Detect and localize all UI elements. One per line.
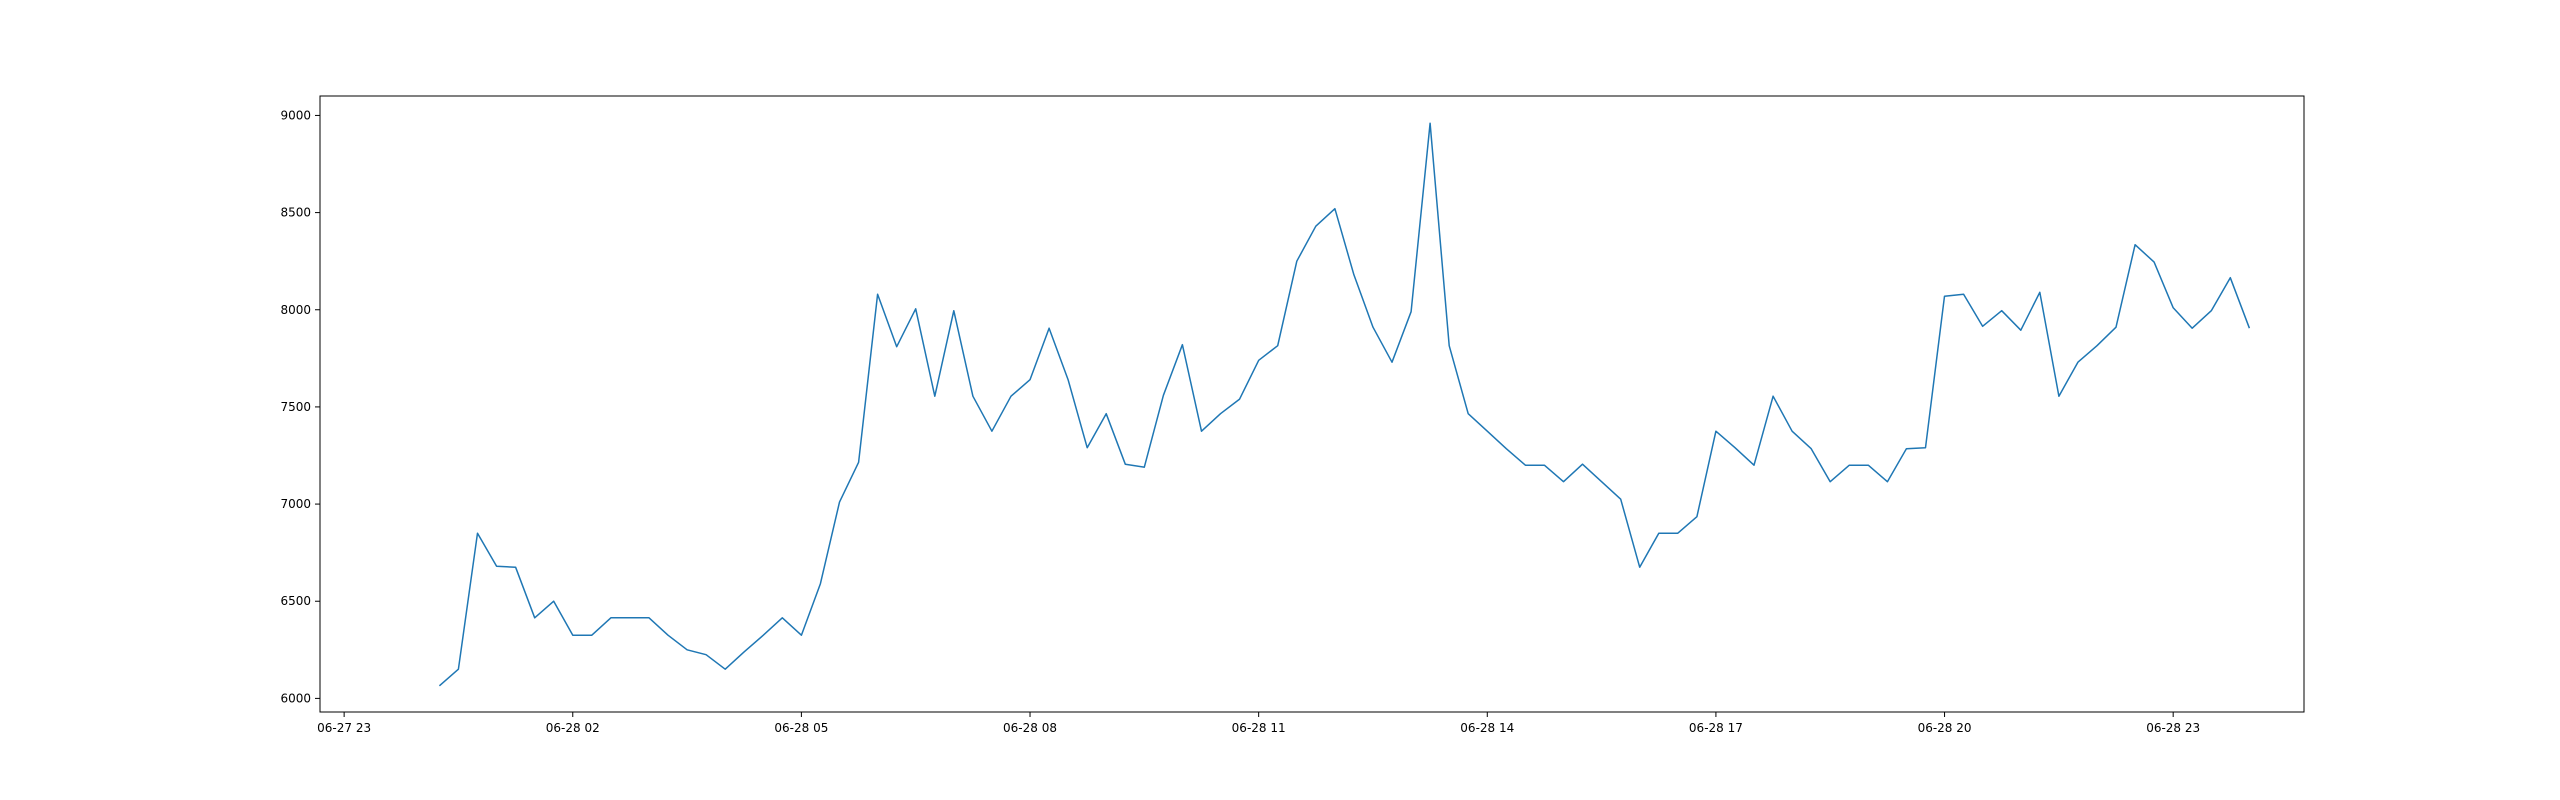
y-tick-label: 7500 bbox=[280, 400, 311, 414]
y-tick-label: 6000 bbox=[280, 691, 311, 705]
y-tick-label: 8500 bbox=[280, 206, 311, 220]
x-tick-label: 06-28 11 bbox=[1232, 721, 1286, 735]
y-tick-label: 8000 bbox=[280, 303, 311, 317]
y-tick-label: 7000 bbox=[280, 497, 311, 511]
x-tick-label: 06-27 23 bbox=[317, 721, 371, 735]
x-tick-label: 06-28 05 bbox=[774, 721, 828, 735]
series-layer bbox=[438, 122, 2251, 687]
plot-area bbox=[320, 96, 2304, 712]
y-tick-label: 9000 bbox=[280, 108, 311, 122]
y-tick-label: 6500 bbox=[280, 594, 311, 608]
x-tick-label: 06-28 08 bbox=[1003, 721, 1057, 735]
x-tick-label: 06-28 23 bbox=[2146, 721, 2200, 735]
plot-frame bbox=[319, 95, 2305, 713]
y-axis: 6000 6500 7000 7500 8000 8500 9000 bbox=[280, 108, 320, 705]
x-tick-label: 06-28 20 bbox=[1918, 721, 1972, 735]
x-axis: 06-27 23 06-28 02 06-28 05 06-28 08 06-28 11… bbox=[317, 712, 2200, 735]
x-tick-label: 06-28 14 bbox=[1460, 721, 1514, 735]
x-tick-label: 06-28 17 bbox=[1689, 721, 1743, 735]
x-tick-label: 06-28 02 bbox=[546, 721, 600, 735]
series-line bbox=[438, 122, 2251, 687]
